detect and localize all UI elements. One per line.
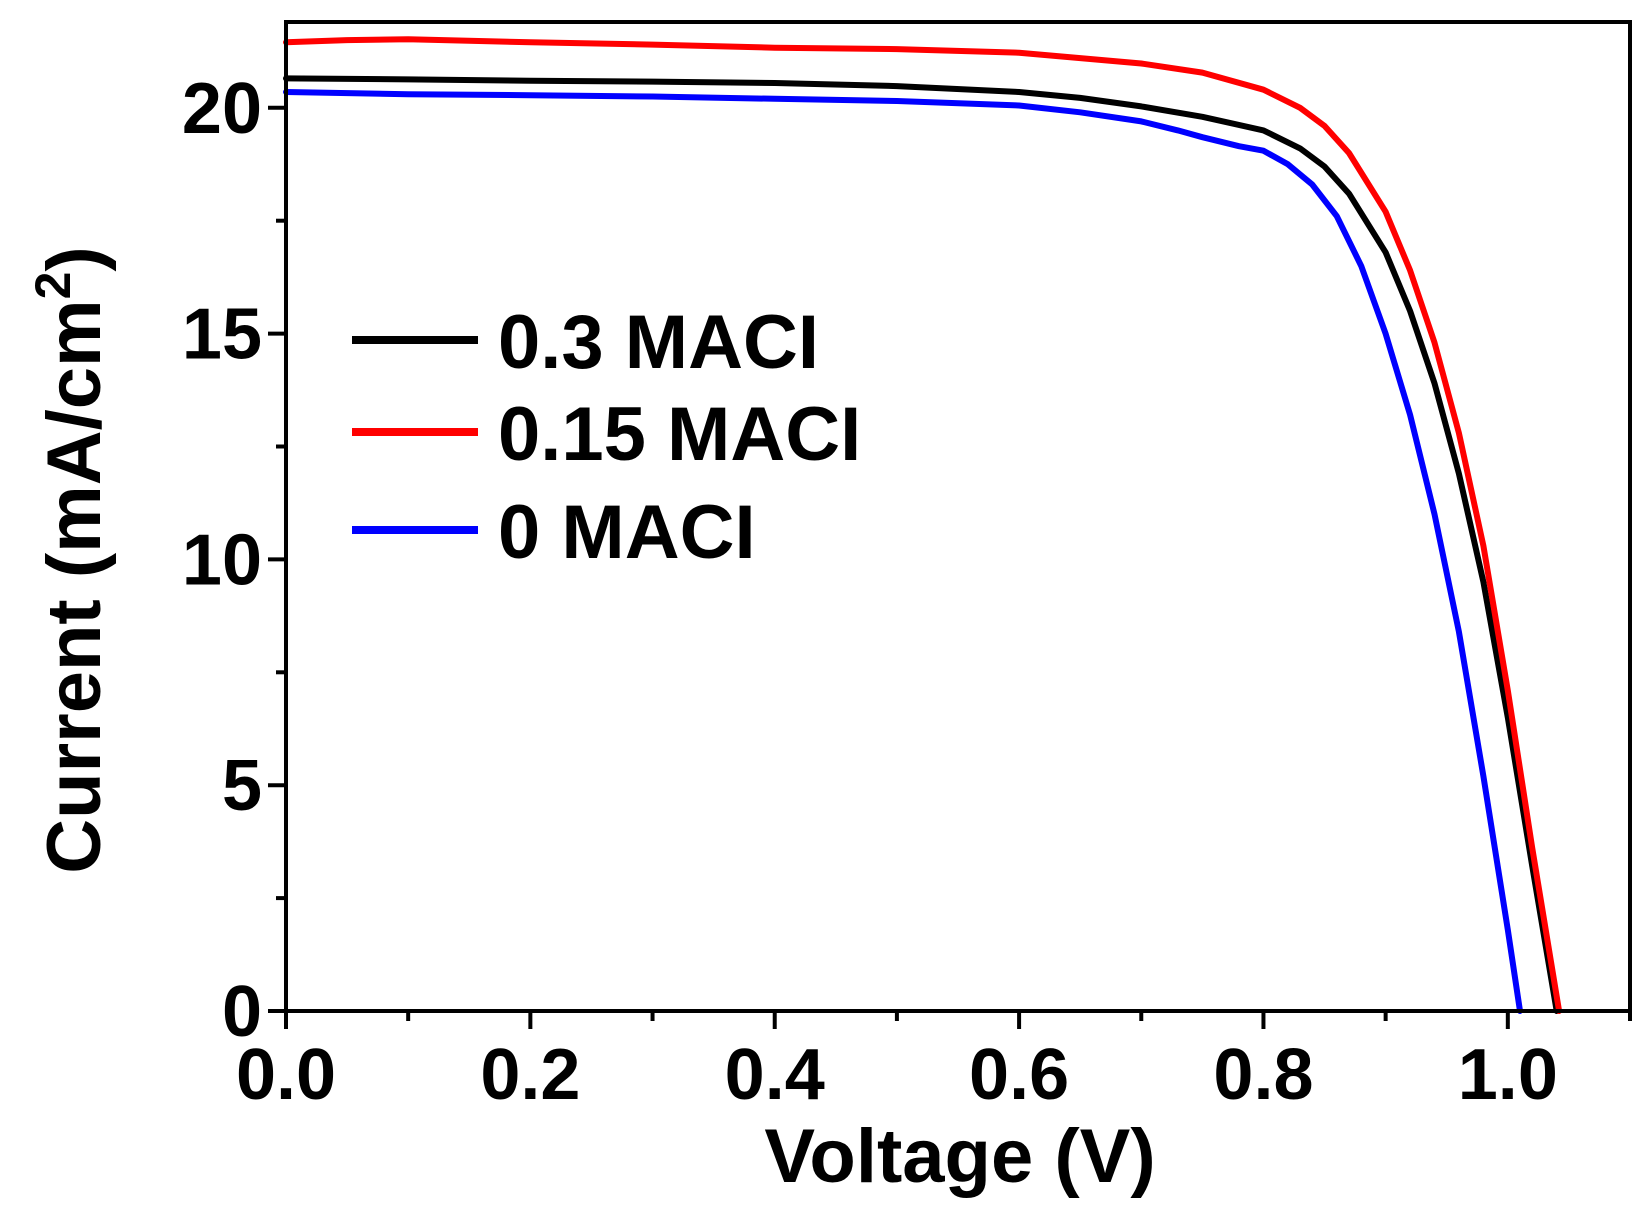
y-axis-title-superscript: 2 — [25, 272, 81, 300]
x-tick-label: 0.4 — [725, 1035, 825, 1115]
y-tick-label: 5 — [222, 746, 262, 826]
legend-label: 0.3 MACI — [498, 300, 819, 385]
x-tick-label: 1.0 — [1458, 1035, 1558, 1115]
y-tick-label: 10 — [182, 520, 262, 600]
y-tick-label: 15 — [182, 295, 262, 375]
series-line-2 — [283, 89, 1523, 1014]
x-tick-label: 0.8 — [1213, 1035, 1313, 1115]
x-tick-label: 0.0 — [236, 1035, 336, 1115]
axis-tick-labels: 0.0 0.2 0.4 0.6 0.8 1.0 0 5 10 15 20 — [182, 69, 1558, 1115]
y-axis-title-main: Current (mA/cm — [32, 299, 117, 873]
x-tick-label: 0.2 — [480, 1035, 580, 1115]
x-tick-label: 0.6 — [969, 1035, 1069, 1115]
legend-label: 0.15 MACI — [498, 392, 861, 477]
y-axis-title: Current (mA/cm2) — [25, 246, 117, 873]
y-axis-title-close: ) — [32, 246, 117, 271]
series-line-1 — [283, 36, 1563, 1014]
legend-entry-0: 0.3 MACI — [352, 300, 819, 385]
axis-ticks — [268, 105, 1632, 1029]
plot-frame — [284, 20, 1632, 1013]
series-line-0 — [283, 75, 1560, 1014]
y-tick-label: 0 — [222, 972, 262, 1052]
legend-entry-2: 0 MACI — [352, 490, 756, 575]
legend-entry-1: 0.15 MACI — [352, 392, 861, 477]
x-axis-title: Voltage (V) — [764, 1114, 1155, 1199]
legend-label: 0 MACI — [498, 490, 756, 575]
data-curves — [283, 36, 1563, 1014]
y-tick-label: 20 — [182, 69, 262, 149]
